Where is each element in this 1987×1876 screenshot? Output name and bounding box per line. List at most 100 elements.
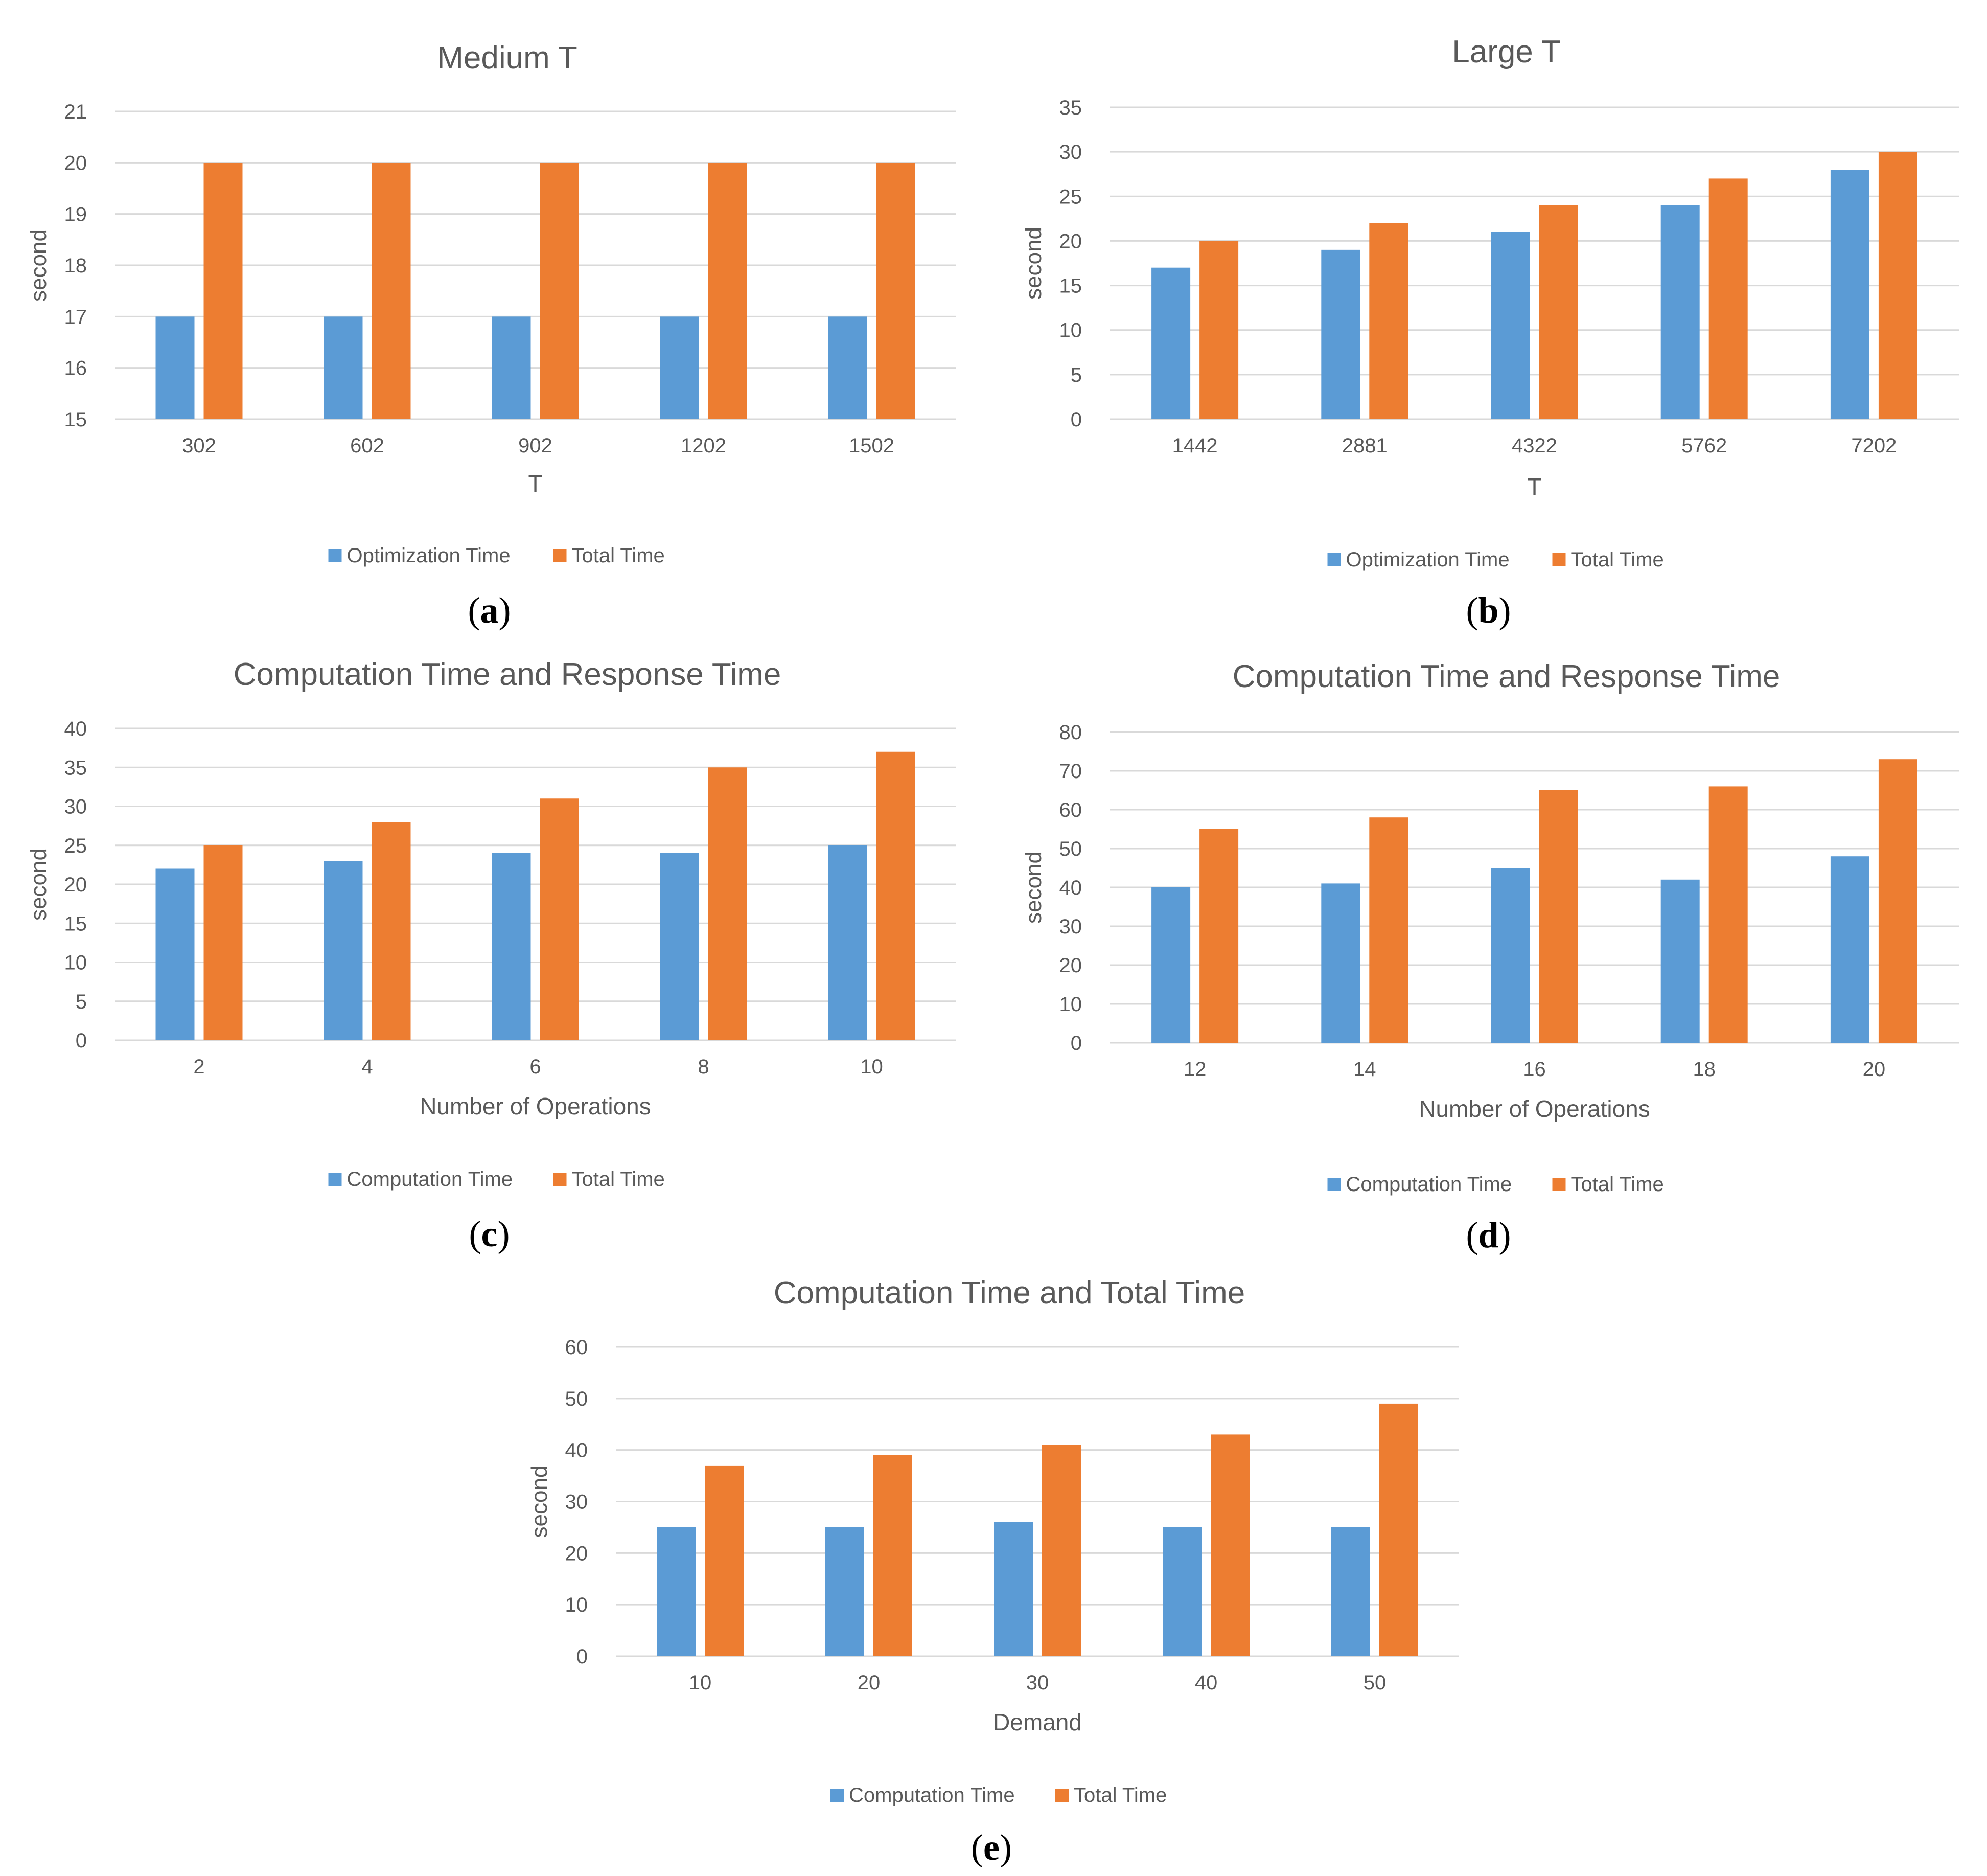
x-tick-label: 302	[182, 434, 216, 457]
chart-panel-c: 0 5 10 15 20 25 30 35 40 2 4 6 8 10 Computation Time a…	[26, 657, 956, 1254]
legend-label: Optimization Time	[347, 544, 511, 567]
x-axis-label: Demand	[993, 1709, 1082, 1735]
x-tick-label: 16	[1523, 1058, 1546, 1081]
y-axis-label: second	[26, 229, 51, 302]
chart-panel-e: 0 10 20 30 40 50 60 10 20 30 40 50 Computation Time …	[527, 1275, 1459, 1868]
x-tick-label: 30	[1026, 1672, 1049, 1694]
legend-swatch-series1	[328, 549, 342, 562]
panel-caption: (d)	[1466, 1215, 1511, 1255]
bar-series2-302	[203, 163, 243, 419]
x-tick-label: 1502	[849, 434, 894, 457]
bar-series1-1502	[828, 316, 867, 419]
bar-series1-1202	[660, 316, 699, 419]
legend-label: Total Time	[572, 544, 665, 567]
bar-series1-902	[492, 316, 531, 419]
bar-series1-4	[324, 861, 363, 1040]
x-tick-label: 18	[1693, 1058, 1716, 1081]
bar-series1-302	[155, 316, 195, 419]
bar-series2-18	[1708, 786, 1748, 1043]
legend-label: Computation Time	[347, 1168, 513, 1191]
y-tick-label: 35	[1059, 97, 1082, 119]
legend-swatch-series1	[1327, 1178, 1341, 1191]
x-axis-label: Number of Operations	[420, 1093, 651, 1119]
x-tick-label: 5762	[1681, 434, 1727, 457]
bar-series2-10	[876, 751, 915, 1040]
panel-caption: (e)	[971, 1827, 1012, 1868]
y-tick-label: 19	[64, 203, 87, 226]
y-tick-label: 40	[64, 718, 87, 740]
y-tick-label: 60	[565, 1336, 588, 1359]
bar-series2-30	[1042, 1445, 1081, 1656]
x-tick-label: 14	[1353, 1058, 1376, 1081]
legend-label: Total Time	[1571, 1173, 1664, 1196]
bar-series2-4322	[1539, 205, 1578, 419]
bar-series2-2881	[1369, 223, 1408, 419]
bar-series2-20	[1878, 759, 1917, 1043]
bar-series2-12	[1199, 829, 1239, 1043]
y-tick-label: 5	[76, 991, 87, 1013]
x-tick-label: 7202	[1851, 434, 1897, 457]
bar-series2-1202	[708, 163, 747, 419]
bar-series1-10	[828, 845, 867, 1040]
legend-swatch-series2	[553, 549, 567, 562]
x-tick-label: 8	[698, 1056, 709, 1078]
y-tick-label: 10	[1059, 319, 1082, 342]
bar-series1-16	[1491, 868, 1530, 1043]
legend-label: Total Time	[1571, 548, 1664, 571]
y-tick-label: 18	[64, 255, 87, 277]
bar-series1-2881	[1321, 249, 1360, 419]
panel-caption: (a)	[468, 590, 511, 631]
chart-title: Computation Time and Response Time	[234, 657, 781, 692]
x-axis-label: Number of Operations	[1419, 1095, 1650, 1122]
bar-series1-602	[324, 316, 363, 419]
y-tick-label: 0	[576, 1645, 588, 1668]
bar-series2-20	[873, 1455, 912, 1656]
y-tick-label: 15	[1059, 275, 1082, 298]
legend-swatch-series1	[328, 1173, 342, 1186]
bar-series2-1442	[1199, 241, 1239, 419]
bar-series1-2	[155, 868, 195, 1040]
x-tick-label: 50	[1364, 1672, 1387, 1694]
legend-swatch-series1	[1327, 553, 1341, 566]
bar-series2-10	[705, 1465, 744, 1656]
y-tick-label: 30	[1059, 916, 1082, 938]
chart-panel-a: 15 16 17 18 19 20 21 302 602 902 1202 1502 Medium T T…	[26, 40, 956, 631]
y-tick-label: 15	[64, 408, 87, 431]
chart-title: Computation Time and Response Time	[1233, 659, 1781, 694]
y-tick-label: 30	[64, 796, 87, 818]
bar-series1-5762	[1660, 205, 1700, 419]
x-tick-label: 20	[858, 1672, 881, 1694]
bar-series2-14	[1369, 817, 1408, 1043]
bar-series1-8	[660, 853, 699, 1040]
y-tick-label: 50	[565, 1388, 588, 1410]
bar-series1-40	[1163, 1527, 1202, 1656]
y-axis-label: second	[527, 1466, 552, 1538]
y-tick-label: 10	[565, 1594, 588, 1616]
bar-series1-14	[1321, 883, 1360, 1043]
y-tick-label: 16	[64, 357, 87, 380]
x-axis-label: T	[1527, 473, 1541, 500]
y-tick-label: 20	[64, 152, 87, 174]
bar-series1-20	[1830, 856, 1869, 1043]
y-tick-label: 10	[64, 952, 87, 974]
legend-swatch-series2	[1055, 1789, 1069, 1802]
bar-series1-1442	[1151, 267, 1191, 419]
x-tick-label: 4	[361, 1056, 373, 1078]
panel-caption: (b)	[1466, 590, 1511, 631]
bar-series2-7202	[1878, 152, 1917, 420]
y-tick-label: 17	[64, 306, 87, 328]
chart-title: Large T	[1452, 34, 1561, 70]
bar-series2-40	[1211, 1434, 1250, 1656]
bar-series1-6	[492, 853, 531, 1040]
y-tick-label: 0	[1071, 408, 1082, 431]
y-tick-label: 70	[1059, 760, 1082, 783]
y-tick-label: 20	[1059, 954, 1082, 977]
legend-label: Computation Time	[849, 1784, 1015, 1806]
bar-series2-4	[372, 822, 411, 1040]
bar-series1-18	[1660, 879, 1700, 1043]
x-tick-label: 2	[193, 1056, 204, 1078]
x-tick-label: 10	[689, 1672, 712, 1694]
bar-series1-10	[657, 1527, 696, 1656]
y-tick-label: 25	[1059, 186, 1082, 208]
